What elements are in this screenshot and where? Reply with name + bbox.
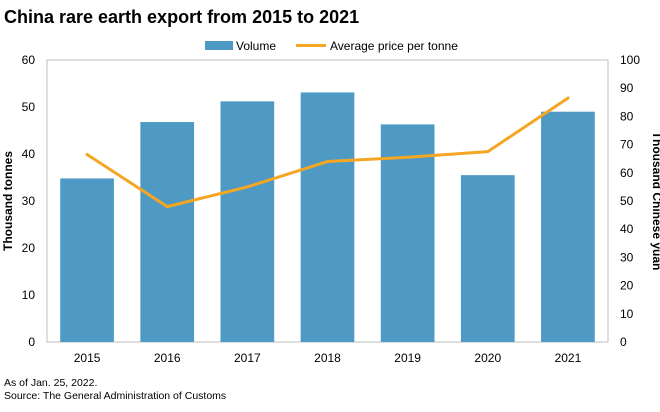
- bar-2016: [140, 122, 195, 342]
- x-tick-2017: 2017: [234, 351, 261, 365]
- y-tick-left-50: 50: [22, 100, 36, 114]
- y-tick-left-40: 40: [22, 147, 36, 161]
- legend-label-volume: Volume: [236, 39, 276, 53]
- price-point-2015: [85, 152, 89, 156]
- y-tick-right-10: 10: [620, 307, 634, 321]
- y-axis-label-left: Thousand tonnes: [1, 151, 15, 251]
- x-tick-2021: 2021: [555, 351, 582, 365]
- y-tick-right-60: 60: [620, 166, 634, 180]
- y-tick-right-80: 80: [620, 109, 634, 123]
- bar-2015: [60, 178, 114, 342]
- bar-2021: [541, 111, 595, 342]
- x-tick-2019: 2019: [394, 351, 421, 365]
- y-tick-right-40: 40: [620, 222, 634, 236]
- price-point-2018: [326, 160, 329, 164]
- y-tick-right-20: 20: [620, 279, 634, 293]
- bar-2020: [460, 175, 515, 342]
- x-axis-ticks: 2015 2016 2017 2018 2019 2020 2021: [74, 351, 582, 365]
- y-tick-right-100: 100: [620, 53, 640, 67]
- x-tick-2015: 2015: [74, 351, 101, 365]
- price-point-2020: [486, 150, 490, 154]
- left-axis-ticks: 0 10 20 30 40 50 60: [22, 53, 36, 349]
- x-tick-2016: 2016: [154, 351, 181, 365]
- y-tick-right-30: 30: [620, 250, 634, 264]
- line-series-group: [85, 96, 570, 209]
- price-point-2017: [245, 185, 249, 189]
- price-point-2021: [566, 96, 570, 100]
- y-tick-left-30: 30: [22, 194, 36, 208]
- bar-2019: [380, 124, 435, 342]
- y-tick-right-50: 50: [620, 194, 634, 208]
- footnote-source: Source: The General Administration of Cu…: [4, 390, 227, 402]
- y-tick-right-90: 90: [620, 81, 634, 95]
- bar-2017: [220, 101, 275, 342]
- bar-series-group: [60, 92, 595, 343]
- y-axis-label-right: Thousand Chinese yuan: [650, 132, 660, 271]
- legend: Volume Average price per tonne: [205, 39, 458, 53]
- y-tick-left-20: 20: [22, 241, 36, 255]
- y-tick-right-70: 70: [620, 138, 634, 152]
- y-tick-left-0: 0: [28, 335, 35, 349]
- legend-swatch-volume: [205, 41, 233, 50]
- legend-label-price: Average price per tonne: [330, 39, 458, 53]
- right-axis-ticks: 0 10 20 30 40 50 60 70 80 90 100: [620, 53, 640, 349]
- x-tick-2020: 2020: [474, 351, 501, 365]
- y-tick-right-0: 0: [620, 335, 627, 349]
- x-tick-2018: 2018: [314, 351, 341, 365]
- chart-title: China rare earth export from 2015 to 202…: [4, 7, 360, 27]
- price-point-2016: [165, 205, 169, 209]
- bar-2018: [300, 92, 355, 343]
- y-tick-left-10: 10: [22, 288, 36, 302]
- price-point-2019: [406, 155, 410, 159]
- footnote-date: As of Jan. 25, 2022.: [4, 377, 98, 389]
- y-tick-left-60: 60: [22, 53, 36, 67]
